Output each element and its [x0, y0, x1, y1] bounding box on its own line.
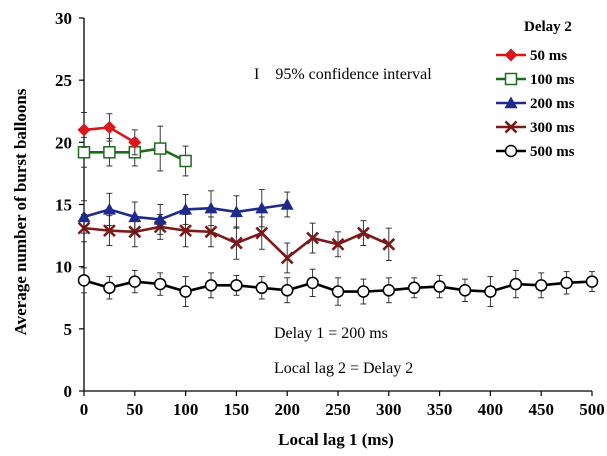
legend-item-50-ms: 50 ms — [496, 48, 567, 64]
data-point — [77, 210, 91, 223]
data-point — [357, 285, 370, 298]
data-point — [153, 142, 167, 155]
data-point — [509, 277, 523, 291]
confidence-interval-note: I 95% confidence interval — [254, 66, 432, 83]
x-tick-label: 150 — [224, 400, 250, 419]
legend-marker — [504, 120, 518, 134]
legend-marker — [504, 72, 518, 86]
legend-label: 200 ms — [530, 96, 575, 112]
local-lag2-annotation: Local lag 2 = Delay 2 — [274, 360, 413, 377]
legend-item-300-ms: 300 ms — [496, 120, 575, 136]
x-tick-label: 450 — [528, 400, 554, 419]
data-point — [229, 236, 243, 250]
legend-marker — [504, 48, 518, 62]
data-point — [484, 285, 497, 298]
legend-label: 100 ms — [530, 72, 575, 88]
data-point — [153, 212, 167, 225]
data-point — [433, 280, 446, 293]
legend-item-100-ms: 100 ms — [496, 72, 575, 88]
data-point — [331, 285, 345, 298]
x-tick-label: 200 — [274, 400, 300, 419]
data-point — [204, 225, 218, 239]
data-point — [306, 231, 320, 245]
y-tick-label: 30 — [55, 9, 72, 28]
legend-label: 50 ms — [530, 48, 567, 64]
x-tick-label: 250 — [325, 400, 351, 419]
data-point — [280, 251, 294, 265]
data-point — [153, 277, 167, 291]
data-point — [204, 279, 218, 292]
data-point — [102, 202, 116, 215]
data-point — [77, 274, 91, 287]
x-axis-title: Local lag 1 (ms) — [278, 430, 394, 449]
data-point — [179, 224, 193, 238]
x-tick-label: 0 — [80, 400, 89, 419]
data-point — [128, 135, 142, 149]
y-tick-label: 5 — [64, 320, 73, 339]
x-tick-label: 50 — [126, 400, 143, 419]
data-point — [102, 224, 116, 238]
x-tick-label: 100 — [173, 400, 199, 419]
data-point — [585, 275, 599, 288]
data-point — [407, 281, 421, 295]
data-point — [179, 285, 192, 298]
data-point — [179, 202, 193, 215]
data-point — [356, 226, 370, 240]
data-point — [382, 237, 396, 251]
legend-item-500-ms: 500 ms — [496, 144, 575, 160]
x-tick-label: 350 — [427, 400, 453, 419]
data-point — [128, 275, 142, 288]
data-point — [103, 281, 116, 295]
data-point — [103, 146, 116, 159]
legend-label: 500 ms — [530, 144, 575, 160]
y-tick-label: 0 — [64, 382, 73, 401]
data-point — [280, 284, 294, 297]
data-point — [534, 279, 548, 292]
legend-marker — [504, 96, 518, 109]
delay1-annotation: Delay 1 = 200 ms — [274, 325, 388, 342]
series-50-ms — [77, 112, 142, 156]
data-point — [255, 201, 269, 214]
y-tick-label: 15 — [55, 196, 72, 215]
data-point — [458, 284, 472, 297]
data-point — [128, 210, 142, 223]
x-tick-label: 300 — [376, 400, 402, 419]
legend: Delay 2 50 ms 100 ms 200 ms 300 ms 500 ms — [496, 19, 575, 160]
data-point — [230, 279, 243, 292]
data-point — [204, 201, 218, 214]
x-tick-label: 500 — [579, 400, 605, 419]
legend-label: 300 ms — [530, 120, 575, 136]
legend-item-200-ms: 200 ms — [496, 96, 575, 112]
data-point — [229, 205, 243, 218]
x-tick-label: 400 — [478, 400, 504, 419]
data-point — [331, 237, 345, 251]
y-axis-title: Average number of burst balloons — [11, 88, 30, 335]
y-tick-label: 20 — [55, 133, 72, 152]
data-point — [306, 276, 319, 290]
y-tick-label: 25 — [55, 71, 72, 90]
data-point — [179, 154, 192, 168]
legend-marker — [504, 144, 518, 158]
data-point — [77, 123, 91, 137]
data-point — [382, 284, 396, 297]
data-point — [255, 281, 269, 295]
legend-title: Delay 2 — [524, 19, 572, 35]
series-200-ms — [77, 189, 294, 235]
data-point — [102, 120, 116, 134]
y-tick-label: 10 — [55, 258, 72, 277]
series-layer — [77, 112, 599, 307]
data-point — [77, 146, 91, 159]
series-500-ms — [77, 267, 599, 307]
data-point — [280, 198, 294, 210]
data-point — [560, 276, 573, 290]
data-point — [255, 226, 269, 240]
